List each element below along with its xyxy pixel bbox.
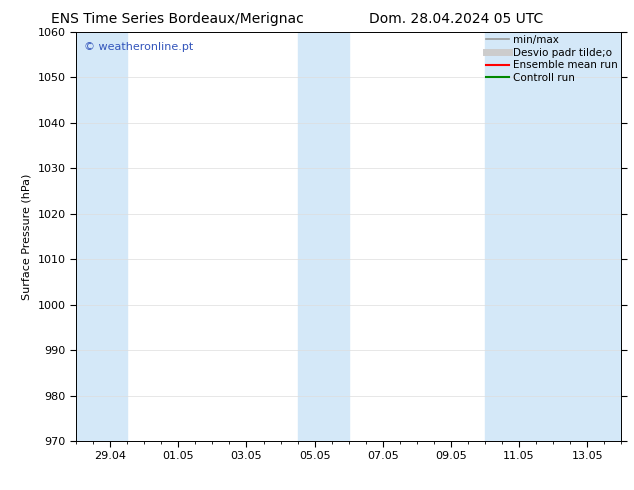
Bar	[297, 32, 349, 441]
Bar	[76, 32, 127, 441]
Legend: min/max, Desvio padr tilde;o, Ensemble mean run, Controll run: min/max, Desvio padr tilde;o, Ensemble m…	[485, 34, 619, 84]
Text: Dom. 28.04.2024 05 UTC: Dom. 28.04.2024 05 UTC	[370, 12, 543, 26]
Text: © weatheronline.pt: © weatheronline.pt	[84, 42, 193, 52]
Y-axis label: Surface Pressure (hPa): Surface Pressure (hPa)	[22, 173, 32, 299]
Bar	[485, 32, 621, 441]
Text: ENS Time Series Bordeaux/Merignac: ENS Time Series Bordeaux/Merignac	[51, 12, 304, 26]
